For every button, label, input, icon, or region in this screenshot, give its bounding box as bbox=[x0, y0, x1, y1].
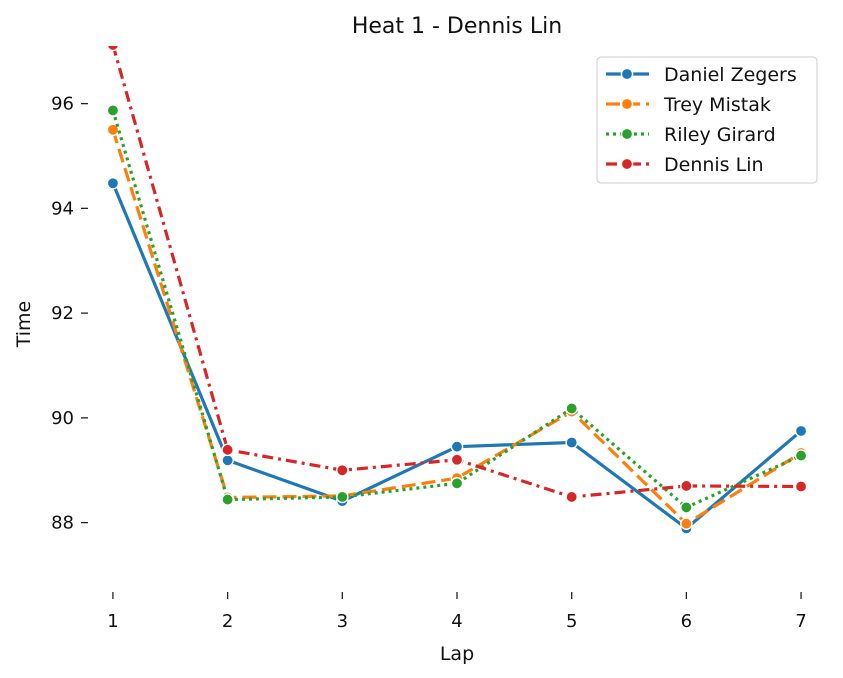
legend-box bbox=[596, 56, 818, 184]
data-point bbox=[336, 463, 349, 477]
data-point bbox=[565, 436, 578, 449]
x-tick-label: 4 bbox=[451, 611, 462, 632]
data-point bbox=[450, 440, 464, 453]
data-point bbox=[221, 493, 234, 506]
y-tick-label: 94 bbox=[51, 198, 74, 219]
x-axis: 1 2 3 4 5 6 7 bbox=[107, 592, 807, 632]
data-point bbox=[106, 104, 120, 117]
series-layer bbox=[106, 46, 808, 535]
legend-marker bbox=[620, 97, 634, 111]
data-point bbox=[565, 490, 578, 504]
x-tick-label: 5 bbox=[566, 611, 577, 632]
legend-marker bbox=[620, 67, 634, 81]
data-point bbox=[680, 517, 693, 530]
legend-label: Daniel Zegers bbox=[664, 64, 797, 86]
chart-title: Heat 1 - Dennis Lin bbox=[352, 14, 562, 39]
legend-label: Dennis Lin bbox=[664, 154, 764, 176]
y-axis: 88 90 92 94 96 bbox=[51, 94, 88, 534]
x-tick-label: 7 bbox=[795, 611, 806, 632]
legend-item: Dennis Lin bbox=[606, 154, 764, 176]
x-tick-label: 1 bbox=[107, 611, 118, 632]
data-point bbox=[450, 477, 464, 490]
data-point bbox=[794, 424, 808, 438]
data-point bbox=[794, 480, 808, 493]
legend-label: Trey Mistak bbox=[663, 94, 771, 116]
data-point bbox=[106, 176, 120, 190]
data-point bbox=[794, 449, 808, 462]
y-tick-label: 92 bbox=[51, 303, 74, 324]
data-point bbox=[336, 490, 349, 504]
series-riley-girard bbox=[106, 104, 808, 514]
y-axis-label: Time bbox=[13, 301, 35, 349]
y-tick-label: 90 bbox=[51, 408, 74, 429]
legend-item: Daniel Zegers bbox=[606, 64, 797, 86]
legend-marker bbox=[620, 157, 634, 171]
data-point bbox=[680, 479, 693, 493]
legend-item: Riley Girard bbox=[606, 124, 776, 146]
legend-marker bbox=[620, 127, 634, 141]
x-tick-label: 6 bbox=[681, 611, 692, 632]
series-trey-mistak bbox=[106, 123, 808, 530]
data-point bbox=[450, 453, 464, 467]
legend-label: Riley Girard bbox=[664, 124, 776, 146]
data-point bbox=[106, 46, 120, 52]
data-point bbox=[106, 123, 120, 137]
y-tick-label: 96 bbox=[51, 94, 74, 115]
legend: Daniel Zegers Trey Mistak Riley Girard Denn… bbox=[596, 56, 818, 184]
series-dennis-lin bbox=[106, 46, 808, 504]
data-point bbox=[565, 402, 578, 415]
y-tick-label: 88 bbox=[51, 513, 74, 534]
x-tick-label: 3 bbox=[337, 611, 348, 632]
data-point bbox=[221, 443, 234, 457]
legend-item: Trey Mistak bbox=[606, 94, 771, 116]
data-point bbox=[680, 501, 693, 514]
x-tick-label: 2 bbox=[222, 611, 233, 632]
data-point bbox=[221, 453, 234, 467]
x-axis-label: Lap bbox=[440, 643, 474, 665]
